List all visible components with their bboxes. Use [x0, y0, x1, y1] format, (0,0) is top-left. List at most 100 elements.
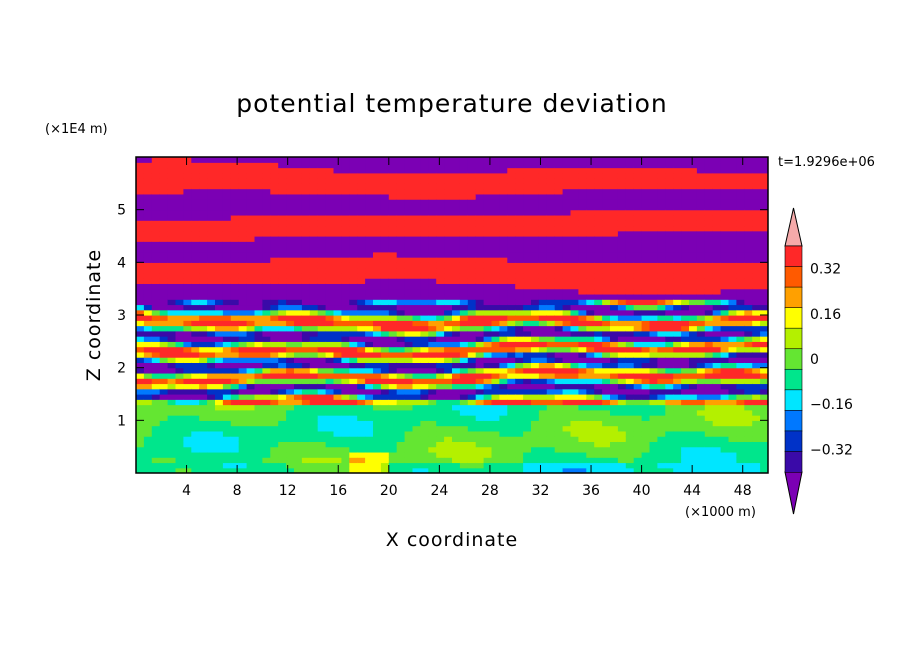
- field-cell: [649, 278, 658, 284]
- field-cell: [333, 430, 342, 437]
- field-cell: [617, 193, 627, 200]
- field-cell: [199, 241, 208, 248]
- field-cell: [286, 230, 295, 237]
- field-cell: [270, 372, 279, 379]
- field-cell: [633, 188, 643, 195]
- field-cell: [207, 278, 216, 284]
- field-cell: [404, 341, 414, 348]
- field-cell: [681, 304, 690, 311]
- field-cell: [523, 462, 532, 469]
- field-cell: [633, 193, 643, 200]
- field-cell: [736, 462, 745, 469]
- field-cell: [712, 367, 722, 374]
- field-cell: [167, 367, 177, 374]
- field-cell: [625, 325, 635, 332]
- field-cell: [665, 383, 674, 390]
- field-cell: [167, 283, 177, 290]
- field-cell: [467, 399, 477, 406]
- field-cell: [143, 425, 153, 432]
- field-cell: [728, 467, 737, 473]
- field-cell: [317, 193, 327, 200]
- field-cell: [689, 209, 698, 216]
- field-cell: [436, 246, 445, 253]
- field-cell: [736, 283, 745, 290]
- field-cell: [515, 267, 524, 274]
- field-cell: [657, 272, 666, 279]
- field-cell: [143, 372, 153, 379]
- field-cell: [436, 336, 445, 342]
- field-cell: [207, 394, 216, 400]
- field-cell: [720, 193, 730, 200]
- field-cell: [459, 315, 469, 321]
- field-cell: [523, 436, 532, 442]
- field-cell: [436, 430, 445, 437]
- field-cell: [586, 230, 595, 237]
- field-cell: [594, 462, 603, 469]
- field-cell: [515, 220, 524, 227]
- field-cell: [215, 325, 224, 332]
- field-cell: [649, 199, 658, 205]
- field-cell: [199, 178, 208, 184]
- field-cell: [681, 267, 690, 274]
- field-cell: [665, 199, 674, 205]
- field-cell: [752, 404, 761, 411]
- field-cell: [341, 409, 350, 416]
- field-cell: [136, 193, 145, 200]
- y-tick-label: 1: [117, 413, 126, 429]
- field-cell: [404, 351, 414, 358]
- field-cell: [222, 278, 232, 284]
- field-cell: [167, 430, 177, 437]
- field-cell: [633, 315, 643, 321]
- field-cell: [657, 251, 666, 258]
- field-cell: [720, 188, 730, 195]
- field-cell: [215, 320, 224, 327]
- field-cell: [673, 193, 682, 200]
- field-cell: [673, 230, 682, 237]
- field-cell: [286, 399, 295, 406]
- field-cell: [610, 267, 619, 274]
- field-cell: [499, 257, 508, 263]
- field-cell: [404, 372, 414, 379]
- field-cell: [349, 351, 358, 358]
- field-cell: [760, 246, 768, 253]
- field-cell: [136, 441, 145, 448]
- field-cell: [317, 272, 327, 279]
- field-cell: [546, 172, 556, 179]
- field-cell: [175, 462, 184, 469]
- field-cell: [254, 430, 263, 437]
- field-cell: [262, 404, 271, 411]
- field-cell: [602, 293, 611, 300]
- field-cell: [483, 214, 493, 221]
- field-cell: [459, 367, 469, 374]
- field-cell: [760, 188, 768, 195]
- field-cell: [341, 325, 350, 332]
- field-cell: [428, 425, 437, 432]
- field-cell: [515, 193, 524, 200]
- field-cell: [420, 293, 429, 300]
- field-cell: [349, 378, 358, 385]
- field-cell: [136, 362, 145, 369]
- field-cell: [333, 178, 342, 184]
- field-cell: [238, 409, 248, 416]
- field-cell: [602, 462, 611, 469]
- field-cell: [325, 199, 335, 205]
- x-tick-label: 20: [380, 483, 398, 499]
- field-cell: [491, 183, 500, 190]
- field-cell: [562, 451, 572, 458]
- field-cell: [475, 204, 485, 211]
- field-cell: [436, 436, 445, 442]
- field-cell: [412, 341, 421, 348]
- field-cell: [404, 230, 414, 237]
- field-cell: [617, 225, 627, 232]
- field-cell: [736, 209, 745, 216]
- field-cell: [665, 172, 674, 179]
- field-cell: [681, 341, 690, 348]
- field-cell: [752, 172, 761, 179]
- field-cell: [531, 188, 540, 195]
- field-cell: [222, 220, 232, 227]
- field-cell: [428, 320, 437, 327]
- field-cell: [278, 388, 287, 395]
- field-cell: [246, 193, 256, 200]
- field-cell: [696, 383, 706, 390]
- field-cell: [633, 362, 643, 369]
